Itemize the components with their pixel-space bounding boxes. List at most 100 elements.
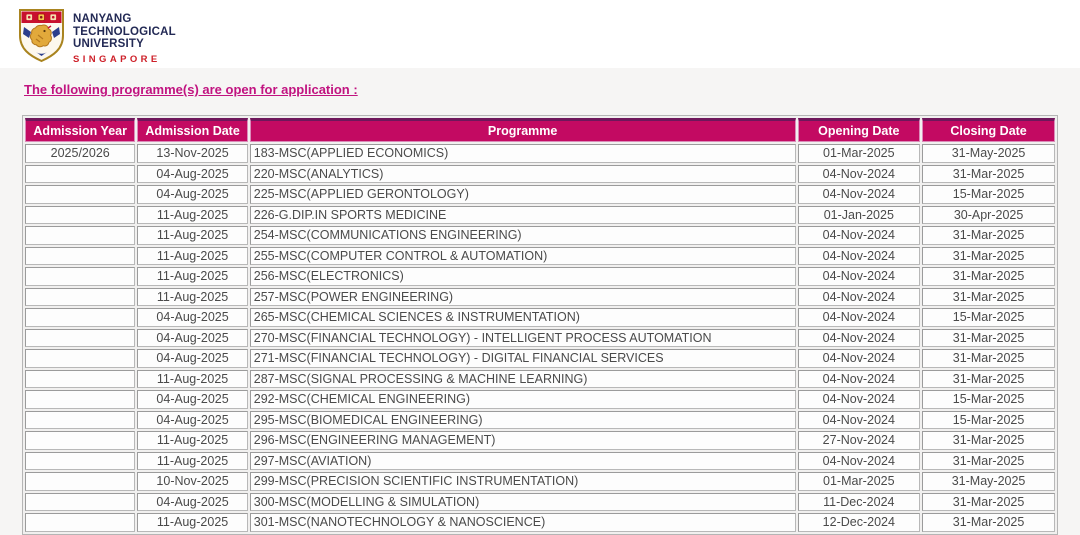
cell-closing_date: 31-Mar-2025	[922, 246, 1055, 265]
cell-opening_date: 11-Dec-2024	[797, 492, 921, 511]
cell-admission_year	[25, 205, 136, 224]
cell-admission_year	[25, 369, 136, 388]
cell-opening_date: 01-Jan-2025	[797, 205, 921, 224]
cell-admission_date: 04-Aug-2025	[137, 308, 248, 327]
cell-programme: 265-MSC(CHEMICAL SCIENCES & INSTRUMENTAT…	[249, 308, 796, 327]
cell-admission_year	[25, 349, 136, 368]
cell-admission_date: 11-Aug-2025	[137, 205, 248, 224]
cell-admission_year	[25, 513, 136, 532]
cell-closing_date: 31-May-2025	[922, 472, 1055, 491]
cell-admission_date: 11-Aug-2025	[137, 287, 248, 306]
cell-programme: 271-MSC(FINANCIAL TECHNOLOGY) - DIGITAL …	[249, 349, 796, 368]
cell-programme: 297-MSC(AVIATION)	[249, 451, 796, 470]
cell-opening_date: 04-Nov-2024	[797, 328, 921, 347]
table-row: 2025/2026 13-Nov-2025 183-MSC(APPLIED ECON…	[25, 144, 1055, 163]
cell-admission_year	[25, 287, 136, 306]
university-name: NANYANG TECHNOLOGICAL UNIVERSITY	[73, 13, 176, 51]
cell-closing_date: 31-Mar-2025	[922, 328, 1055, 347]
cell-admission_date: 04-Aug-2025	[137, 164, 248, 183]
cell-closing_date: 31-Mar-2025	[922, 287, 1055, 306]
cell-opening_date: 04-Nov-2024	[797, 246, 921, 265]
cell-closing_date: 31-Mar-2025	[922, 492, 1055, 511]
table-row: 10-Nov-2025 299-MSC(PRECISION SCIENTIFIC …	[25, 472, 1055, 491]
cell-closing_date: 30-Apr-2025	[922, 205, 1055, 224]
cell-admission_year	[25, 164, 136, 183]
cell-admission_year	[25, 410, 136, 429]
table-row: 11-Aug-2025 297-MSC(AVIATION) 04-Nov-2024 3…	[25, 451, 1055, 470]
cell-admission_date: 04-Aug-2025	[137, 349, 248, 368]
cell-programme: 295-MSC(BIOMEDICAL ENGINEERING)	[249, 410, 796, 429]
cell-admission_year	[25, 308, 136, 327]
cell-opening_date: 01-Mar-2025	[797, 472, 921, 491]
table-row: 11-Aug-2025 301-MSC(NANOTECHNOLOGY & NANO…	[25, 513, 1055, 532]
cell-closing_date: 31-May-2025	[922, 144, 1055, 163]
cell-admission_date: 11-Aug-2025	[137, 267, 248, 286]
cell-programme: 225-MSC(APPLIED GERONTOLOGY)	[249, 185, 796, 204]
cell-opening_date: 04-Nov-2024	[797, 267, 921, 286]
cell-programme: 299-MSC(PRECISION SCIENTIFIC INSTRUMENTA…	[249, 472, 796, 491]
cell-opening_date: 12-Dec-2024	[797, 513, 921, 532]
cell-programme: 301-MSC(NANOTECHNOLOGY & NANOSCIENCE)	[249, 513, 796, 532]
cell-programme: 296-MSC(ENGINEERING MANAGEMENT)	[249, 431, 796, 450]
cell-admission_year	[25, 472, 136, 491]
cell-opening_date: 04-Nov-2024	[797, 369, 921, 388]
cell-closing_date: 31-Mar-2025	[922, 369, 1055, 388]
table-row: 04-Aug-2025 295-MSC(BIOMEDICAL ENGINEERIN…	[25, 410, 1055, 429]
cell-admission_date: 13-Nov-2025	[137, 144, 248, 163]
cell-opening_date: 04-Nov-2024	[797, 308, 921, 327]
cell-programme: 255-MSC(COMPUTER CONTROL & AUTOMATION)	[249, 246, 796, 265]
cell-opening_date: 04-Nov-2024	[797, 287, 921, 306]
table-row: 04-Aug-2025 270-MSC(FINANCIAL TECHNOLOGY)…	[25, 328, 1055, 347]
cell-admission_year	[25, 246, 136, 265]
table-row: 11-Aug-2025 287-MSC(SIGNAL PROCESSING & M…	[25, 369, 1055, 388]
table-row: 04-Aug-2025 265-MSC(CHEMICAL SCIENCES & I…	[25, 308, 1055, 327]
table-row: 11-Aug-2025 296-MSC(ENGINEERING MANAGEMEN…	[25, 431, 1055, 450]
table-row: 04-Aug-2025 225-MSC(APPLIED GERONTOLOGY) 0…	[25, 185, 1055, 204]
page-title: The following programme(s) are open for …	[24, 82, 358, 97]
cell-programme: 257-MSC(POWER ENGINEERING)	[249, 287, 796, 306]
table-row: 11-Aug-2025 256-MSC(ELECTRONICS) 04-Nov-20…	[25, 267, 1055, 286]
programmes-table-header: Admission Year Admission Date Programme Ope…	[25, 118, 1055, 142]
cell-admission_date: 11-Aug-2025	[137, 451, 248, 470]
cell-closing_date: 31-Mar-2025	[922, 226, 1055, 245]
cell-closing_date: 31-Mar-2025	[922, 349, 1055, 368]
cell-admission_year	[25, 451, 136, 470]
cell-admission_date: 11-Aug-2025	[137, 513, 248, 532]
cell-admission_year	[25, 431, 136, 450]
column-header-closing_date: Closing Date	[922, 118, 1055, 142]
ntu-crest-icon	[18, 8, 65, 68]
cell-opening_date: 04-Nov-2024	[797, 349, 921, 368]
cell-opening_date: 04-Nov-2024	[797, 164, 921, 183]
cell-admission_year	[25, 226, 136, 245]
cell-admission_year	[25, 390, 136, 409]
cell-opening_date: 04-Nov-2024	[797, 185, 921, 204]
cell-closing_date: 15-Mar-2025	[922, 390, 1055, 409]
cell-admission_year	[25, 185, 136, 204]
cell-admission_date: 04-Aug-2025	[137, 185, 248, 204]
university-name-line3: UNIVERSITY	[73, 38, 145, 50]
table-row: 11-Aug-2025 254-MSC(COMMUNICATIONS ENGINE…	[25, 226, 1055, 245]
cell-opening_date: 01-Mar-2025	[797, 144, 921, 163]
table-row: 04-Aug-2025 292-MSC(CHEMICAL ENGINEERING)…	[25, 390, 1055, 409]
cell-closing_date: 31-Mar-2025	[922, 164, 1055, 183]
table-row: 04-Aug-2025 300-MSC(MODELLING & SIMULATIO…	[25, 492, 1055, 511]
cell-closing_date: 15-Mar-2025	[922, 308, 1055, 327]
cell-admission_year	[25, 328, 136, 347]
table-row: 11-Aug-2025 257-MSC(POWER ENGINEERING) 04-…	[25, 287, 1055, 306]
table-row: 04-Aug-2025 271-MSC(FINANCIAL TECHNOLOGY)…	[25, 349, 1055, 368]
ntu-logo: NANYANG TECHNOLOGICAL UNIVERSITY SINGAPO…	[0, 0, 1080, 68]
cell-programme: 254-MSC(COMMUNICATIONS ENGINEERING)	[249, 226, 796, 245]
cell-opening_date: 04-Nov-2024	[797, 451, 921, 470]
table-row: 11-Aug-2025 226-G.DIP.IN SPORTS MEDICINE 0…	[25, 205, 1055, 224]
cell-opening_date: 04-Nov-2024	[797, 410, 921, 429]
university-name-line2: TECHNOLOGICAL	[73, 25, 176, 38]
cell-admission_year	[25, 267, 136, 286]
cell-admission_date: 11-Aug-2025	[137, 246, 248, 265]
header-row: Admission Year Admission Date Programme Ope…	[25, 118, 1055, 142]
cell-admission_date: 11-Aug-2025	[137, 226, 248, 245]
main-content: The following programme(s) are open for …	[0, 82, 1080, 535]
cell-admission_date: 11-Aug-2025	[137, 431, 248, 450]
cell-programme: 292-MSC(CHEMICAL ENGINEERING)	[249, 390, 796, 409]
university-name-line1: NANYANG	[73, 13, 132, 25]
cell-admission_date: 11-Aug-2025	[137, 369, 248, 388]
